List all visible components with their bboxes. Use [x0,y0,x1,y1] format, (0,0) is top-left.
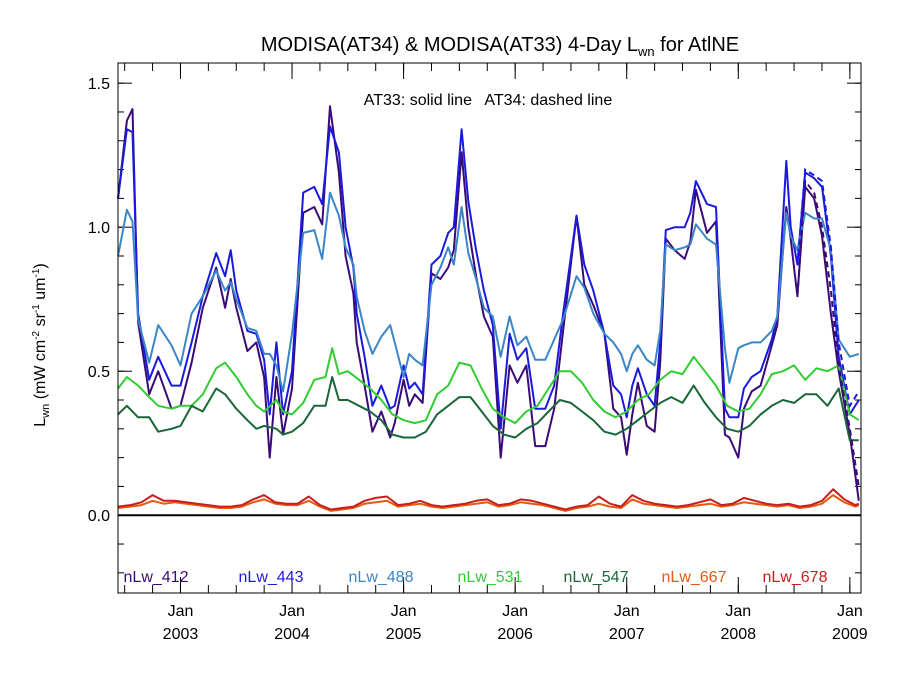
y-tick-label: 0.5 [88,364,110,381]
series-line-nlw-678 [117,488,860,511]
series-line-nlw-443 [117,125,860,430]
chart-title: MODISA(AT34) & MODISA(AT33) 4-Day Lwn fo… [261,34,739,59]
y-tick-label: 1.5 [88,76,110,93]
y-tick-label: 0.0 [88,508,110,525]
legend-entry-nlw-667: nLw_667 [662,569,727,586]
plot-area: 0.0 0.5 1.0 1.5 Jan 2003 Jan 2004 Jan 2005 Jan 2006… [88,63,868,643]
x-tick-label-year: 2009 [832,626,868,643]
x-tick-label-year: 2004 [274,626,310,643]
x-tick-label-month: Jan [168,603,194,620]
dashed-series-line-nlw-443 [796,167,860,409]
y-tick-label: 1.0 [88,220,110,237]
x-tick-label-year: 2006 [497,626,533,643]
x-tick-label-month: Jan [614,603,640,620]
line-style-annotation: AT33: solid line AT34: dashed line [364,92,613,109]
x-tick-label-month: Jan [279,603,305,620]
series-line-nlw-412 [117,105,860,501]
legend-entry-nlw-531: nLw_531 [458,569,523,586]
x-tick-label-month: Jan [391,603,417,620]
series-line-nlw-547 [117,376,859,442]
series-line-nlw-667 [117,494,860,512]
legend-entry-nlw-412: nLw_412 [124,569,189,586]
series-line-nlw-488 [117,191,860,393]
legend-entry-nlw-488: nLw_488 [349,569,414,586]
x-tick-label-month: Jan [725,603,751,620]
x-tick-label-year: 2007 [609,626,645,643]
legend-entry-nlw-547: nLw_547 [564,569,629,586]
x-tick-label-year: 2003 [163,626,199,643]
x-tick-label-year: 2008 [720,626,756,643]
series-line-nlw-531 [117,347,860,425]
legend-entry-nlw-678: nLw_678 [763,569,828,586]
x-tick-label-year: 2005 [386,626,422,643]
svg-text:Lwn (mW cm-2 sr-1 um-1): Lwn (mW cm-2 sr-1 um-1) [31,263,52,426]
plot-frame [117,62,862,594]
legend-entry-nlw-443: nLw_443 [239,569,304,586]
x-tick-label-month: Jan [502,603,528,620]
y-axis-label: Lwn (mW cm-2 sr-1 um-1) [31,263,52,426]
x-tick-label-month: Jan [837,603,863,620]
